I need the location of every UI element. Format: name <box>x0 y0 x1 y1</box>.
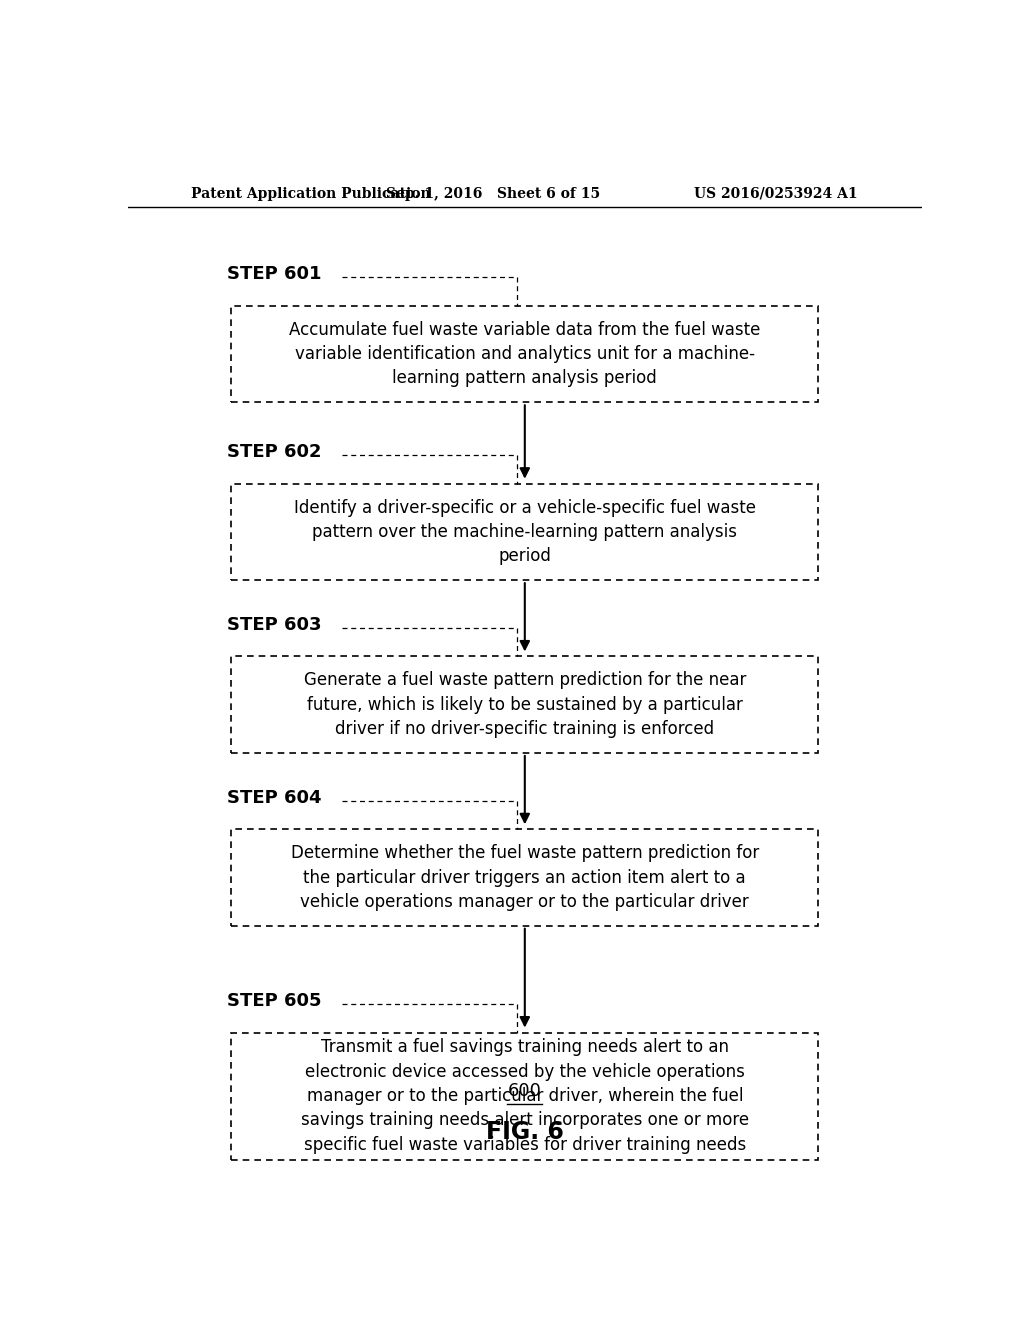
Bar <box>231 829 818 925</box>
Text: STEP 602: STEP 602 <box>227 444 322 461</box>
Text: FIG. 6: FIG. 6 <box>485 1121 564 1144</box>
Text: Sep. 1, 2016   Sheet 6 of 15: Sep. 1, 2016 Sheet 6 of 15 <box>386 187 600 201</box>
Text: 600: 600 <box>508 1082 542 1101</box>
Text: Patent Application Publication: Patent Application Publication <box>191 187 431 201</box>
Text: STEP 603: STEP 603 <box>227 616 322 634</box>
Text: Generate a fuel waste pattern prediction for the near
future, which is likely to: Generate a fuel waste pattern prediction… <box>303 672 746 738</box>
Bar <box>231 306 818 403</box>
Text: STEP 604: STEP 604 <box>227 789 322 807</box>
Bar <box>231 1032 818 1159</box>
Text: Identify a driver-specific or a vehicle-specific fuel waste
pattern over the mac: Identify a driver-specific or a vehicle-… <box>294 499 756 565</box>
Text: US 2016/0253924 A1: US 2016/0253924 A1 <box>694 187 858 201</box>
Bar <box>231 656 818 752</box>
Bar <box>231 483 818 581</box>
Text: Determine whether the fuel waste pattern prediction for
the particular driver tr: Determine whether the fuel waste pattern… <box>291 845 759 911</box>
Text: Accumulate fuel waste variable data from the fuel waste
variable identification : Accumulate fuel waste variable data from… <box>289 321 761 387</box>
Text: STEP 605: STEP 605 <box>227 993 322 1010</box>
Text: Transmit a fuel savings training needs alert to an
electronic device accessed by: Transmit a fuel savings training needs a… <box>301 1039 749 1154</box>
Text: STEP 601: STEP 601 <box>227 265 322 284</box>
